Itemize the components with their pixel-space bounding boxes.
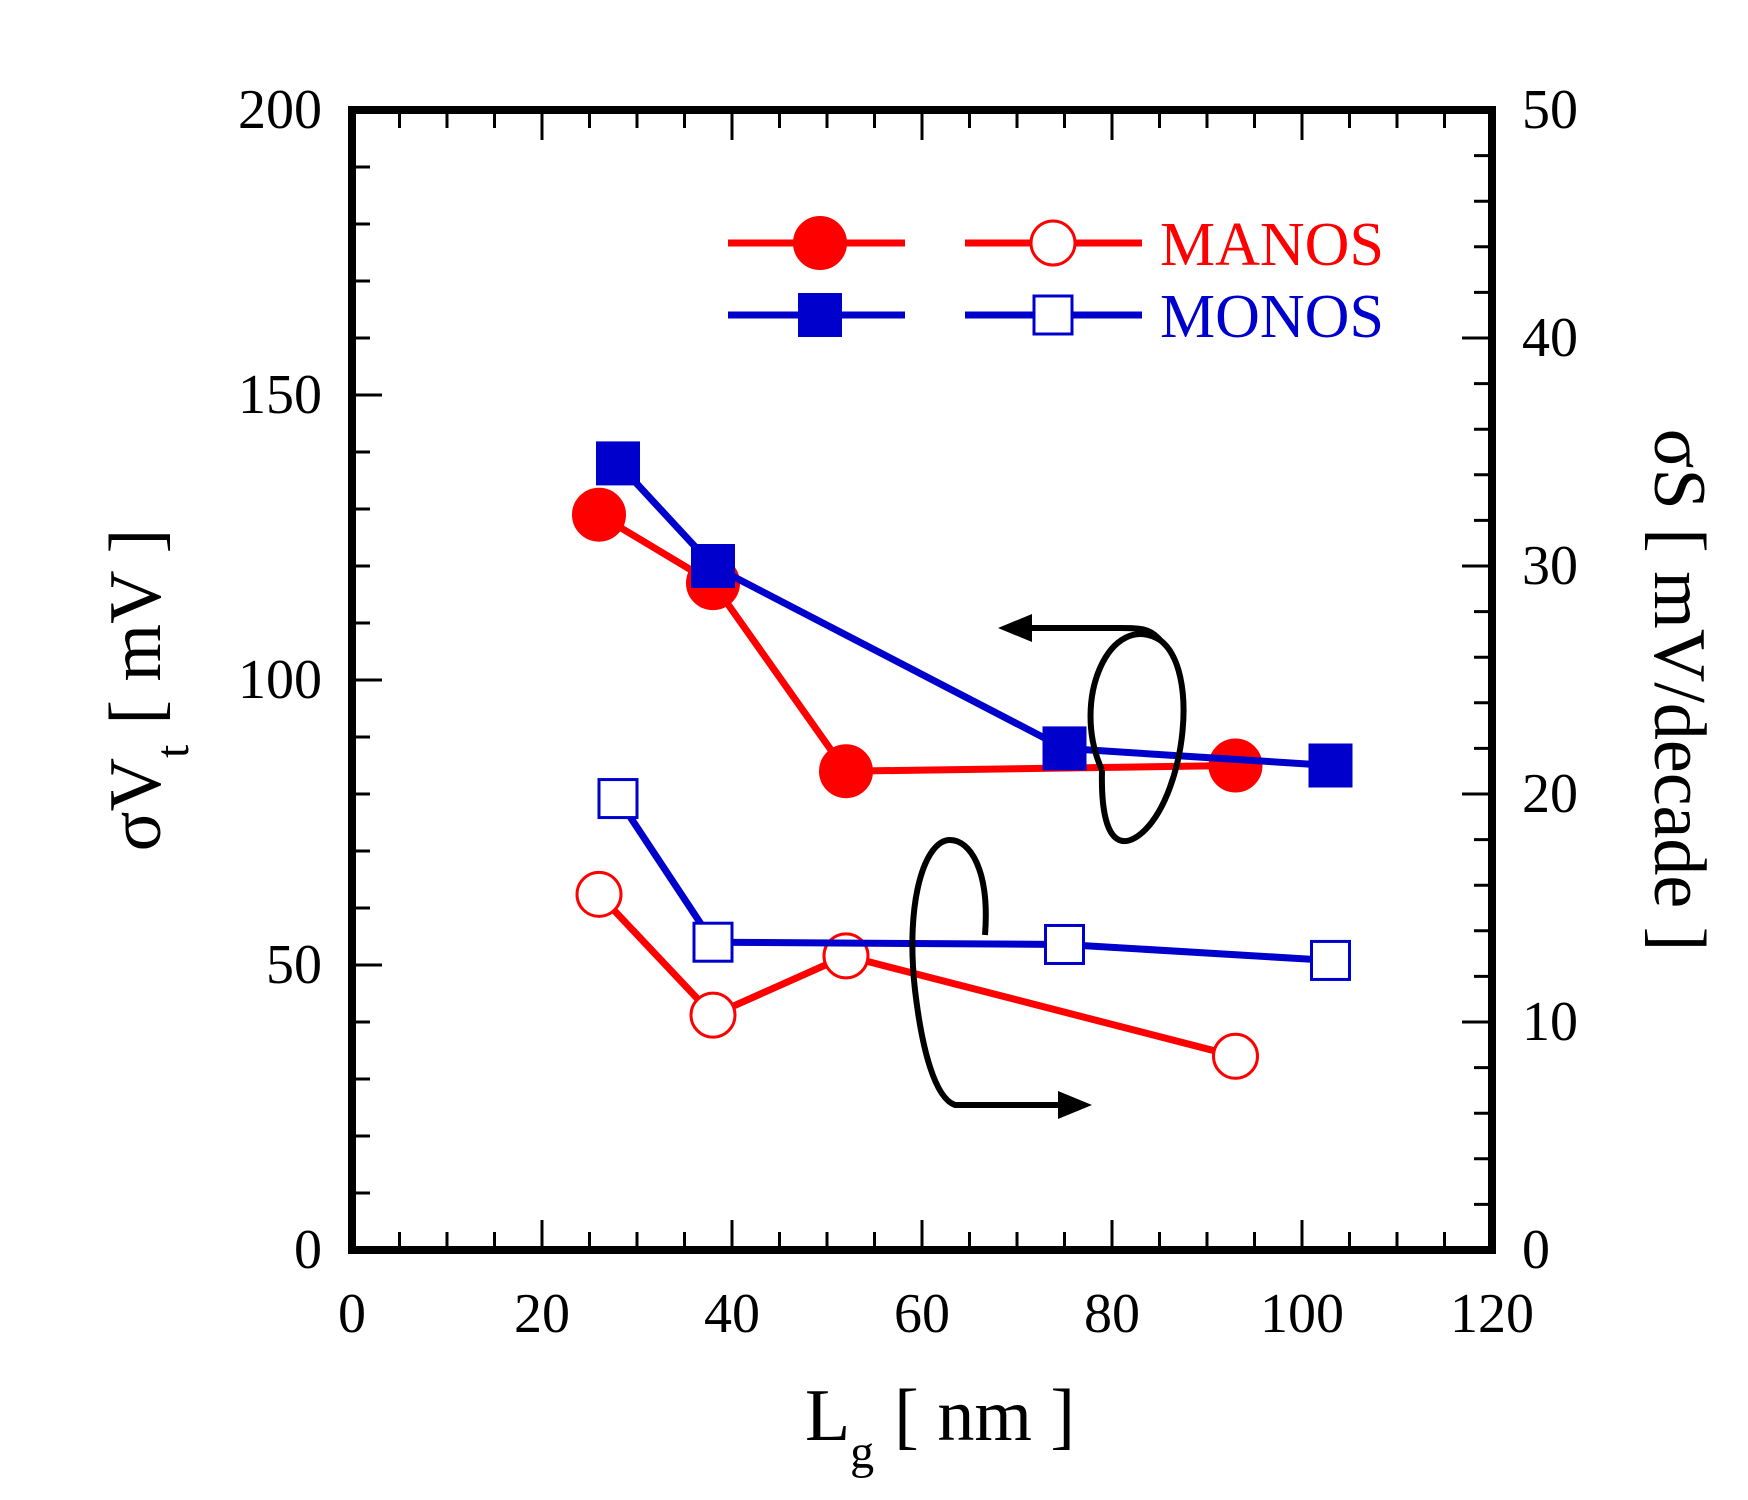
left-arrow-head bbox=[998, 614, 1032, 642]
data-point bbox=[575, 870, 623, 918]
data-point bbox=[1042, 726, 1087, 771]
series-0 bbox=[572, 487, 1263, 799]
data-point bbox=[1208, 738, 1263, 793]
series-line bbox=[615, 796, 1331, 964]
data-point bbox=[1212, 1032, 1259, 1080]
x-axis-label: Lg[ nm ] bbox=[805, 1375, 1075, 1479]
x-tick-label: 0 bbox=[338, 1283, 366, 1345]
series-line bbox=[597, 511, 1236, 775]
series-1 bbox=[596, 441, 1353, 788]
y-right-tick-label: 50 bbox=[1522, 79, 1578, 141]
data-series bbox=[572, 441, 1353, 1080]
y-right-tick-label: 40 bbox=[1522, 307, 1578, 369]
series-line bbox=[596, 891, 1237, 1060]
x-tick-label: 100 bbox=[1260, 1283, 1344, 1345]
x-tick-label: 20 bbox=[514, 1283, 570, 1345]
series-3 bbox=[597, 778, 1351, 981]
y-right-axis-label: σS [ mV/decade ] bbox=[1638, 429, 1720, 952]
data-point bbox=[596, 441, 640, 486]
y-left-axis-label: σVt[ mV ] bbox=[95, 529, 199, 852]
axis-labels: Lg[ nm ] σVt[ mV ] σS [ mV/decade ] bbox=[95, 429, 1720, 1479]
y-left-tick-label: 200 bbox=[238, 79, 322, 141]
y-right-tick-label: 20 bbox=[1522, 763, 1578, 825]
data-point bbox=[597, 778, 639, 820]
plot-frame bbox=[348, 106, 1496, 1254]
annotation-arrows bbox=[909, 614, 1187, 1119]
series-2 bbox=[575, 870, 1259, 1080]
right-arrow-head bbox=[1058, 1091, 1092, 1119]
legend-marker-open bbox=[1032, 294, 1074, 336]
y-left-tick-label: 150 bbox=[238, 364, 322, 426]
data-point bbox=[1308, 743, 1353, 788]
series-line bbox=[615, 461, 1331, 769]
y-right-tick-label: 10 bbox=[1522, 991, 1578, 1053]
legend-label: MONOS bbox=[1160, 283, 1384, 351]
legend-entry-monos: MONOS bbox=[728, 283, 1384, 351]
x-tick-label: 40 bbox=[704, 1283, 760, 1345]
legend-label: MANOS bbox=[1160, 211, 1384, 279]
x-tick-label: 120 bbox=[1450, 1283, 1534, 1345]
data-point bbox=[1310, 939, 1351, 981]
data-point bbox=[1044, 923, 1085, 965]
y-left-tick-label: 50 bbox=[266, 934, 322, 996]
y-right-tick-label: 30 bbox=[1522, 535, 1578, 597]
upper-loop bbox=[1087, 631, 1187, 845]
y-left-tick-label: 0 bbox=[294, 1219, 322, 1281]
data-point bbox=[819, 744, 873, 799]
x-tick-label: 60 bbox=[894, 1283, 950, 1345]
data-point bbox=[572, 487, 626, 542]
legend-marker-filled bbox=[798, 293, 842, 337]
lower-loop bbox=[909, 836, 1060, 1108]
legend-entry-manos: MANOS bbox=[728, 211, 1384, 279]
data-point bbox=[691, 544, 735, 588]
legend-marker-open bbox=[1029, 219, 1077, 267]
data-point bbox=[692, 921, 734, 963]
x-tick-label: 80 bbox=[1084, 1283, 1140, 1345]
data-point bbox=[689, 991, 737, 1039]
legend-marker-filled bbox=[793, 216, 847, 270]
upper-arrow-shaft bbox=[1030, 625, 1163, 643]
y-right-tick-label: 0 bbox=[1522, 1219, 1550, 1281]
y-left-tick-label: 100 bbox=[238, 649, 322, 711]
